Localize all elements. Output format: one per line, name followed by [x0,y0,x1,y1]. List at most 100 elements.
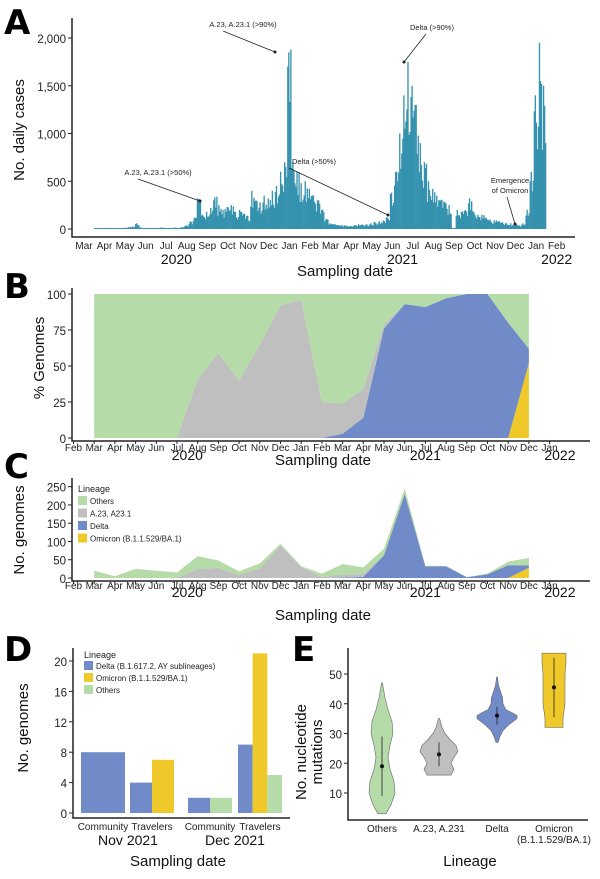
x-tick-label: Delta [485,824,509,835]
case-bar [159,227,162,229]
case-bar [436,195,438,229]
x-tick-label: Jan [528,241,544,252]
case-bar [108,228,110,229]
case-bar [279,171,282,229]
case-bar [421,180,424,229]
legend-swatch-delta [78,521,87,530]
x-tick-label: Oct [231,443,247,454]
case-bar [186,226,188,229]
case-bar [265,204,267,229]
panel-d-letter: D [4,630,32,670]
x-tick-label: Jul [419,581,432,592]
case-bar [407,61,409,230]
case-bar [534,95,537,229]
case-bar [315,211,318,229]
case-bar [245,218,247,229]
case-bar [441,199,443,229]
case-bar [276,203,279,229]
case-bar [331,223,333,229]
case-bar [443,201,445,229]
case-bar [113,228,115,229]
case-bar [497,221,500,229]
case-bar [452,228,454,229]
case-bar [414,104,416,229]
case-bar [254,201,256,229]
area-others [94,294,529,438]
case-bar [375,223,377,229]
case-bar [422,187,425,229]
annotation-arrowhead [402,60,406,64]
case-bar [540,83,543,229]
case-bar [166,228,169,229]
case-bar [116,228,118,229]
case-bar [535,122,538,229]
case-bar [379,224,381,229]
x-tick-label: Omicron [535,824,573,835]
case-bar [299,201,301,229]
period-label: Dec 2021 [205,832,265,848]
case-bar [280,183,283,229]
case-bar [183,227,185,229]
case-bar [115,228,117,229]
case-bar [425,163,428,229]
x-tick-label: May [362,241,381,252]
stacked-areas [94,488,529,578]
x-tick-label: Dec [260,241,278,252]
case-bar [267,198,269,229]
case-bar [266,208,268,229]
x-axis-ticks: Feb Mar Apr May Jun Jul Aug Sep Oct Nov Dec Jan Feb M… [65,441,576,463]
case-bar [523,225,525,229]
area-others [94,488,529,578]
case-bar [361,224,363,229]
case-bar [210,207,212,229]
case-bar [205,211,208,229]
case-bar [196,198,199,229]
panel-c-letter: C [4,447,29,487]
case-bar [408,134,410,229]
x-tick-label: Community [185,822,236,833]
y-tick-label: 0 [60,574,66,586]
case-bar [138,225,140,229]
case-bar [336,225,338,229]
case-bar [320,213,322,229]
case-bar [161,227,164,229]
case-bar [378,221,380,229]
case-bar [337,225,339,229]
x-tick-label: Jul [406,241,419,252]
case-bar [271,190,274,229]
case-bar [480,220,482,229]
case-bar [465,211,468,229]
case-bar [106,228,108,229]
legend-swatch-omicron [78,533,87,543]
case-bar [264,209,266,229]
annotations: A.23, A.23.1 (>50%) A.23, A.23.1 (>90%) De… [124,20,529,226]
annotation-arrow [403,33,427,63]
case-bar [372,225,374,229]
case-bar [149,228,151,229]
case-bar [278,194,281,229]
case-bar [246,216,248,229]
x-tick-label: Feb [548,241,566,252]
axes [71,18,575,238]
year-label: 2020 [172,584,203,600]
x-tick-label: Jun [397,443,413,454]
panel-a-letter: A [4,3,31,43]
x-tick-label: Mar [322,241,340,252]
case-bar [445,203,447,229]
y-tick-label: 16 [54,687,67,699]
case-bar [102,228,104,229]
x-tick-label: Jun [384,241,400,252]
y-tick-label: 1,000 [37,130,66,142]
case-bar [447,214,449,229]
case-bar [329,223,331,229]
x-axis-ticks: Others A.23, A.231 Delta Omicron(B.1.1.529/… [367,824,591,846]
case-bar [544,143,547,229]
bar-others [267,775,282,813]
case-bar [255,200,257,229]
year-label: 2021 [410,584,441,600]
case-bar [167,228,170,229]
case-bar [277,196,280,229]
case-bar [235,217,238,229]
case-bar [494,222,496,229]
x-tick-label: Jun [148,581,164,592]
